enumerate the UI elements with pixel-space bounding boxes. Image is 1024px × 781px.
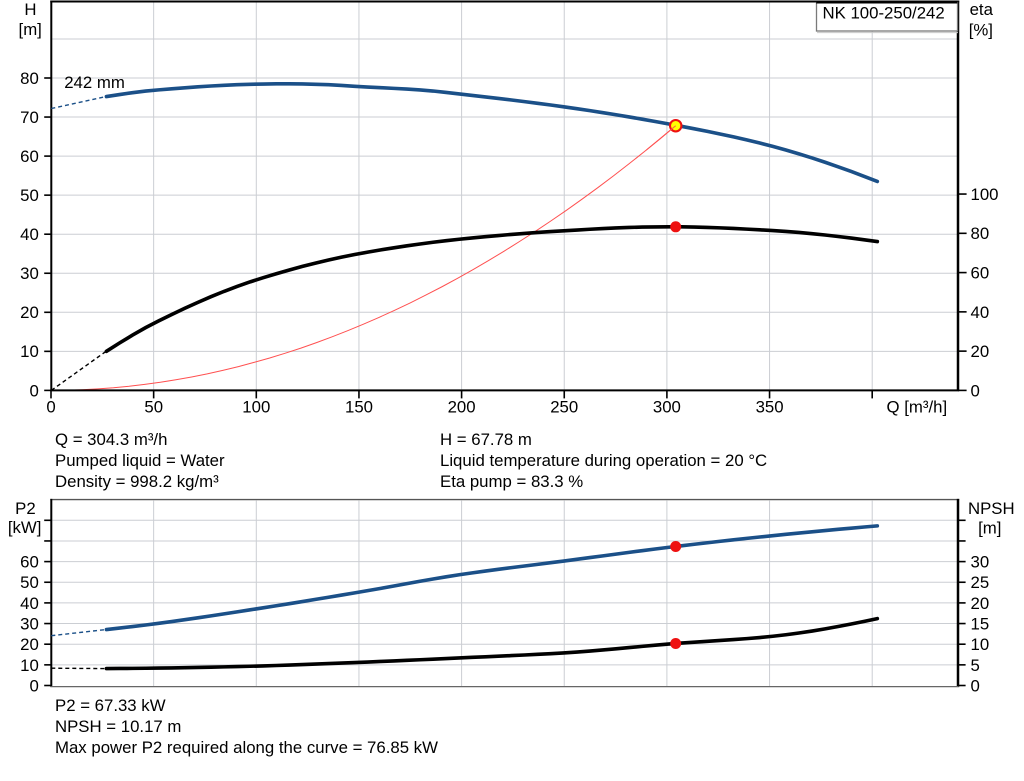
svg-text:H: H [24, 0, 36, 19]
svg-text:70: 70 [20, 108, 39, 127]
svg-text:40: 40 [971, 303, 990, 322]
svg-text:50: 50 [144, 398, 163, 417]
svg-text:Pumped liquid = Water: Pumped liquid = Water [55, 451, 225, 470]
svg-text:350: 350 [756, 398, 784, 417]
svg-text:[kW]: [kW] [8, 518, 42, 537]
svg-text:NPSH: NPSH [968, 499, 1015, 518]
svg-text:Q [m³/h]: Q [m³/h] [887, 398, 948, 417]
svg-text:20: 20 [20, 635, 39, 654]
svg-text:40: 40 [20, 594, 39, 613]
svg-text:20: 20 [971, 594, 990, 613]
svg-text:10: 10 [971, 635, 990, 654]
svg-text:30: 30 [20, 614, 39, 633]
svg-text:20: 20 [971, 342, 990, 361]
svg-text:40: 40 [20, 225, 39, 244]
svg-text:[m]: [m] [19, 20, 42, 39]
svg-text:[m]: [m] [978, 518, 1001, 537]
svg-text:Q = 304.3 m³/h: Q = 304.3 m³/h [55, 430, 167, 449]
svg-text:10: 10 [20, 342, 39, 361]
svg-text:15: 15 [971, 614, 990, 633]
svg-text:30: 30 [971, 553, 990, 572]
svg-text:NPSH = 10.17 m: NPSH = 10.17 m [55, 717, 181, 736]
svg-text:0: 0 [29, 676, 38, 695]
svg-text:80: 80 [971, 224, 990, 243]
svg-text:50: 50 [20, 573, 39, 592]
svg-text:0: 0 [971, 676, 980, 695]
svg-text:60: 60 [971, 264, 990, 283]
svg-text:Eta pump = 83.3 %: Eta pump = 83.3 % [440, 472, 583, 491]
svg-text:60: 60 [20, 147, 39, 166]
svg-text:100: 100 [971, 185, 999, 204]
svg-text:50: 50 [20, 186, 39, 205]
svg-text:P2 = 67.33 kW: P2 = 67.33 kW [55, 696, 166, 715]
svg-text:NK 100-250/242: NK 100-250/242 [822, 3, 944, 22]
svg-text:150: 150 [345, 398, 373, 417]
svg-text:200: 200 [448, 398, 476, 417]
svg-text:80: 80 [20, 69, 39, 88]
svg-text:10: 10 [20, 656, 39, 675]
svg-text:300: 300 [653, 398, 681, 417]
svg-text:Liquid temperature during oper: Liquid temperature during operation = 20… [440, 451, 767, 470]
svg-text:H = 67.78 m: H = 67.78 m [440, 430, 532, 449]
svg-text:30: 30 [20, 264, 39, 283]
svg-text:5: 5 [971, 656, 980, 675]
svg-text:0: 0 [971, 381, 980, 400]
svg-text:0: 0 [46, 398, 55, 417]
svg-text:Max power P2 required along th: Max power P2 required along the curve = … [55, 738, 438, 757]
svg-text:60: 60 [20, 553, 39, 572]
svg-text:0: 0 [29, 381, 38, 400]
svg-text:100: 100 [242, 398, 270, 417]
svg-text:25: 25 [971, 573, 990, 592]
svg-text:Density = 998.2 kg/m³: Density = 998.2 kg/m³ [55, 472, 219, 491]
svg-text:250: 250 [550, 398, 578, 417]
svg-text:eta: eta [970, 0, 994, 19]
svg-text:242 mm: 242 mm [64, 73, 125, 92]
svg-text:P2: P2 [15, 499, 36, 518]
svg-text:20: 20 [20, 303, 39, 322]
svg-text:[%]: [%] [969, 20, 993, 39]
